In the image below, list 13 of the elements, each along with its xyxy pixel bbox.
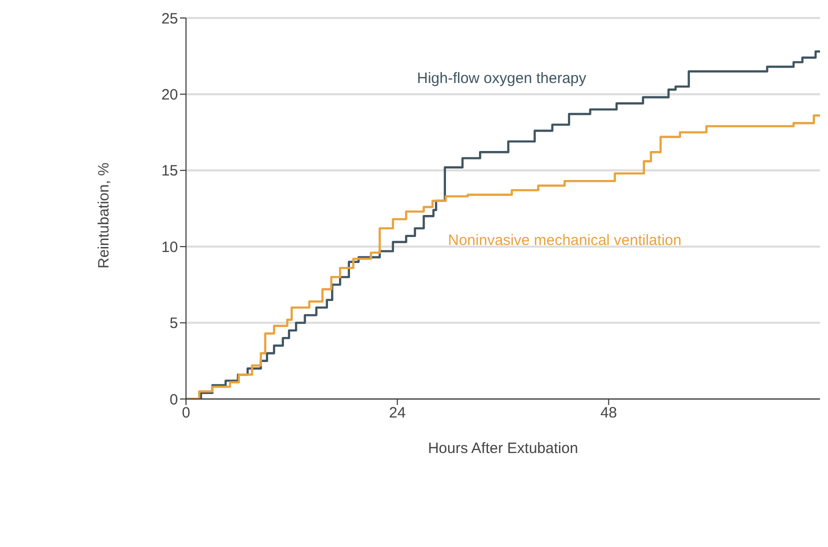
y-tick-label: 0 (170, 391, 178, 408)
y-tick-label: 25 (161, 10, 178, 28)
x-tick-label: 24 (388, 404, 406, 422)
x-tick-label: 0 (182, 404, 190, 422)
y-tick-label: 15 (161, 162, 178, 180)
series-label: Noninvasive mechanical ventilation (448, 232, 682, 249)
x-axis-title: Hours After Extubation (428, 440, 578, 457)
y-tick-label: 20 (161, 86, 178, 104)
x-tick-label: 48 (600, 404, 618, 422)
series-label: High-flow oxygen therapy (417, 70, 586, 87)
y-tick-label: 5 (170, 315, 178, 332)
y-axis-title: Reintubation, % (95, 162, 112, 268)
y-tick-label: 10 (161, 238, 178, 256)
